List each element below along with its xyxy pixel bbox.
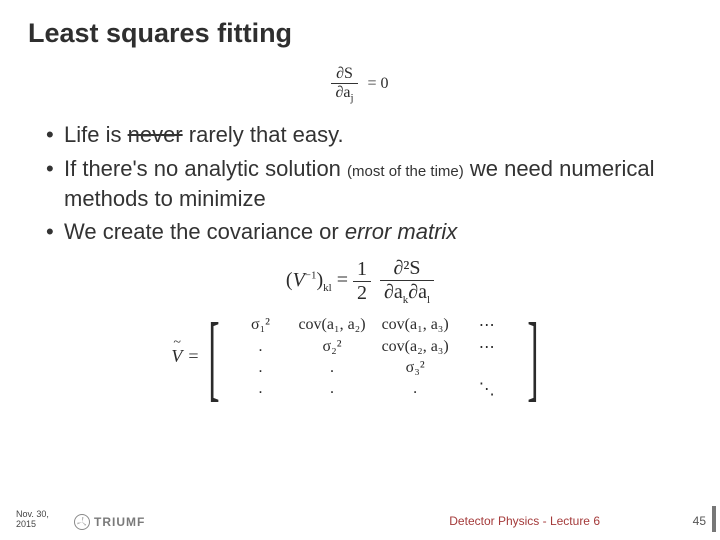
bullet-2-small: (most of the time) xyxy=(347,163,464,180)
eq-mid-dak-a: ∂a xyxy=(384,281,403,303)
bullet-3: We create the covariance or error matrix xyxy=(46,217,692,247)
equation-vinv: (V−1)kl = 1 2 ∂²S ∂ak∂al xyxy=(28,257,692,306)
bullet-list: Life is never rarely that easy. If there… xyxy=(28,120,692,247)
footer-date-line2: 2015 xyxy=(16,519,36,529)
footer-lecture: Detector Physics - Lecture 6 xyxy=(449,514,600,528)
eq-top-rhs: = 0 xyxy=(368,75,389,92)
footer-logo-text: TRIUMF xyxy=(94,515,145,529)
eq-mid-exp: −1 xyxy=(305,269,317,281)
slide: Least squares fitting ∂S ∂aj = 0 Life is… xyxy=(0,0,720,540)
matrix-cell: ⋯ xyxy=(457,336,517,358)
footer-logo: TRIUMF xyxy=(74,514,145,530)
bullet-3-pre: We create the covariance or xyxy=(64,219,345,244)
slide-footer: Nov. 30, 2015 TRIUMF Detector Physics - … xyxy=(0,506,720,532)
bullet-1-mid: rarely that easy. xyxy=(183,122,344,147)
logo-icon xyxy=(74,514,90,530)
matrix-cell: cov(a₁, a₂) xyxy=(290,314,373,336)
matrix-cell: . xyxy=(230,378,290,400)
eq-top-den: ∂a xyxy=(335,84,350,101)
eq-top-num: ∂S xyxy=(336,65,353,82)
eq-mid-d2s-num: ∂²S xyxy=(380,257,434,281)
eq-mid-open: ( xyxy=(286,269,293,291)
footer-date-line1: Nov. 30, xyxy=(16,509,49,519)
matrix-cell: σ₁² xyxy=(230,314,290,336)
matrix-cell: σ₂² xyxy=(290,336,373,358)
matrix-cell: . xyxy=(290,378,373,400)
eq-mid-sub: kl xyxy=(323,282,332,294)
matrix-cell: ⋯ xyxy=(457,314,517,336)
bullet-1-strike: never xyxy=(128,122,183,147)
table-row: . . . ⋱ xyxy=(230,378,516,400)
footer-date: Nov. 30, 2015 xyxy=(16,510,49,530)
matrix-cell: . xyxy=(230,336,290,358)
bullet-2-pre: If there's no analytic solution xyxy=(64,156,347,181)
bullet-2: If there's no analytic solution (most of… xyxy=(46,154,692,213)
matrix-eq: = xyxy=(188,346,198,367)
matrix-cell: cov(a₂, a₃) xyxy=(374,336,457,358)
matrix-cell: ⋱ xyxy=(457,378,517,400)
matrix-cell: σ₃² xyxy=(374,358,457,378)
eq-mid-half-den: 2 xyxy=(353,282,371,305)
footer-page-bar-icon xyxy=(712,506,716,532)
table-row: . . σ₃² xyxy=(230,358,516,378)
matrix-cell: . xyxy=(374,378,457,400)
eq-top-den-sub: j xyxy=(350,92,353,104)
footer-page-number: 45 xyxy=(693,514,706,528)
bullet-1: Life is never rarely that easy. xyxy=(46,120,692,150)
matrix-table: σ₁² cov(a₁, a₂) cov(a₁, a₃) ⋯ . σ₂² cov(… xyxy=(230,314,516,400)
eq-mid-v: V xyxy=(293,269,305,291)
matrix-cell: . xyxy=(230,358,290,378)
matrix-cell: cov(a₁, a₃) xyxy=(374,314,457,336)
covariance-matrix: V = [ σ₁² cov(a₁, a₂) cov(a₁, a₃) ⋯ . σ₂… xyxy=(28,314,692,400)
table-row: . σ₂² cov(a₂, a₃) ⋯ xyxy=(230,336,516,358)
matrix-cell xyxy=(457,358,517,378)
matrix-lhs-v: V xyxy=(171,346,182,367)
bullet-1-pre: Life is xyxy=(64,122,128,147)
equation-ds-daj: ∂S ∂aj = 0 xyxy=(28,65,692,104)
eq-mid-dal-a: ∂a xyxy=(408,281,427,303)
eq-mid-dal-l: l xyxy=(427,294,430,306)
matrix-cell: . xyxy=(290,358,373,378)
bullet-3-italic: error matrix xyxy=(345,219,457,244)
eq-mid-half-num: 1 xyxy=(353,258,371,282)
bracket-right-icon: ] xyxy=(527,321,538,393)
eq-mid-eq: = xyxy=(337,269,353,291)
bracket-left-icon: [ xyxy=(209,321,220,393)
slide-title: Least squares fitting xyxy=(28,18,692,49)
table-row: σ₁² cov(a₁, a₂) cov(a₁, a₃) ⋯ xyxy=(230,314,516,336)
